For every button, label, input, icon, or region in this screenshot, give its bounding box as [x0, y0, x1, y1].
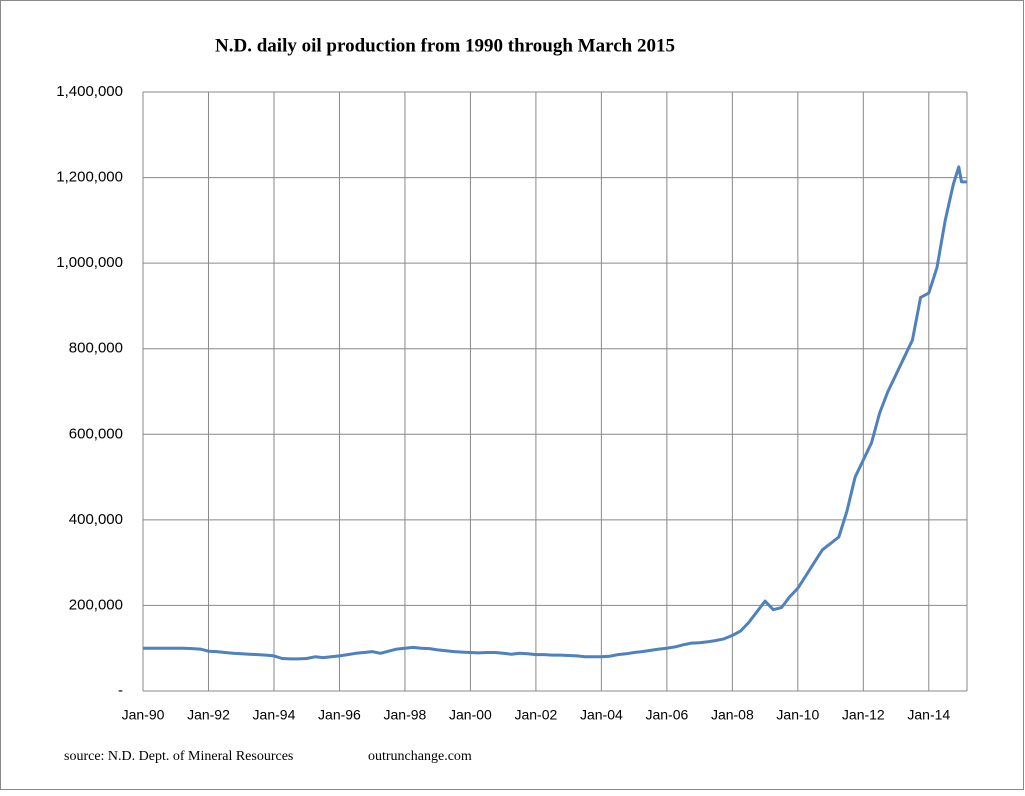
x-tick-label: Jan-94: [253, 707, 296, 723]
x-tick-label: Jan-92: [187, 707, 230, 723]
y-tick-label: 1,200,000: [56, 169, 123, 186]
x-tick-label: Jan-14: [907, 707, 950, 723]
x-tick-label: Jan-98: [384, 707, 427, 723]
y-tick-label: 400,000: [69, 511, 123, 528]
x-tick-label: Jan-10: [776, 707, 819, 723]
y-tick-label: 1,400,000: [56, 83, 123, 100]
x-tick-label: Jan-00: [449, 707, 492, 723]
x-tick-label: Jan-12: [842, 707, 885, 723]
x-tick-label: Jan-02: [514, 707, 557, 723]
y-tick-label: 1,000,000: [56, 254, 123, 271]
y-tick-label: 600,000: [69, 425, 123, 442]
source-note: source: N.D. Dept. of Mineral Resources: [64, 749, 293, 764]
site-note: outrunchange.com: [368, 749, 472, 764]
x-tick-label: Jan-96: [318, 707, 361, 723]
y-tick-label: 800,000: [69, 340, 123, 357]
chart-title: N.D. daily oil production from 1990 thro…: [215, 35, 675, 56]
data-line: [143, 165, 967, 661]
x-tick-label: Jan-90: [122, 707, 165, 723]
y-tick-label: 200,000: [69, 596, 123, 613]
x-tick-label: Jan-04: [580, 707, 623, 723]
y-tick-label: -: [118, 682, 123, 699]
x-tick-label: Jan-06: [645, 707, 688, 723]
x-tick-label: Jan-08: [711, 707, 754, 723]
